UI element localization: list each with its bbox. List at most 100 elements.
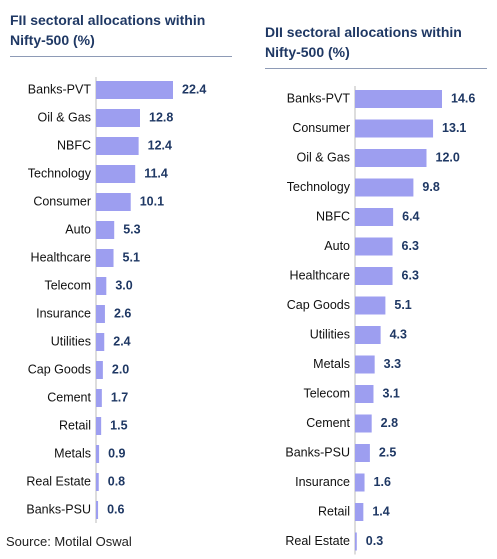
value-label: 3.3 [384,357,401,371]
bar [355,414,372,433]
value-label: 3.1 [382,386,399,400]
category-label: Auto [324,239,350,253]
bar [355,326,381,344]
category-label: NBFC [316,209,350,223]
category-label: Insurance [295,475,350,489]
bar [355,90,442,108]
bar [96,417,102,435]
value-label: 12.4 [148,138,172,152]
value-label: 6.4 [402,209,419,223]
category-label: Banks-PSU [26,502,91,516]
bar [355,444,370,462]
category-label: Oil & Gas [297,150,351,164]
category-label: Insurance [36,306,91,320]
value-label: 6.3 [402,239,419,253]
value-label: 12.0 [436,150,460,164]
bar [96,361,103,379]
bar [96,473,99,491]
value-label: 2.6 [114,306,131,320]
bar [355,355,375,374]
value-label: 14.6 [451,91,475,105]
bar [96,501,99,519]
bar [355,385,374,403]
value-label: 5.1 [123,250,140,264]
value-label: 22.4 [182,82,206,96]
category-label: Telecom [303,386,350,400]
category-label: Retail [59,418,91,432]
value-label: 0.9 [108,446,125,460]
bar [355,473,365,492]
bar [96,137,139,155]
value-label: 2.4 [113,334,130,348]
category-label: Banks-PVT [28,82,92,96]
category-label: Banks-PVT [287,91,351,105]
category-label: Cement [306,416,350,430]
source: Source: Motilal Oswal [6,534,132,549]
value-label: 6.3 [402,268,419,282]
bar [355,178,414,197]
value-label: 11.4 [144,166,168,180]
category-label: Metals [313,357,350,371]
category-label: Healthcare [31,250,91,264]
bar [96,193,131,211]
bar [96,445,100,463]
bar [355,149,427,167]
category-label: Consumer [292,121,350,135]
bar [355,532,357,551]
category-label: Cap Goods [28,362,91,376]
category-label: Consumer [33,194,91,208]
value-label: 1.5 [110,418,127,432]
bar [96,221,115,239]
bar [96,333,105,351]
value-label: 4.3 [390,327,407,341]
category-label: Real Estate [26,474,91,488]
value-label: 12.8 [149,110,173,124]
value-label: 1.7 [111,390,128,404]
category-label: Telecom [44,278,91,292]
value-label: 13.1 [442,121,466,135]
bar [355,267,393,285]
chart-title: FII sectoral allocations within Nifty-50… [10,10,232,57]
bar [96,389,102,407]
value-label: 1.6 [374,475,391,489]
category-label: Oil & Gas [38,110,92,124]
category-label: Cap Goods [287,298,350,312]
chart-title: DII sectoral allocations within Nifty-50… [265,22,487,69]
value-label: 0.3 [366,534,383,548]
value-label: 5.3 [123,222,140,236]
category-label: Cement [47,390,91,404]
category-label: Utilities [51,334,91,348]
bar [96,305,105,323]
value-label: 5.1 [394,298,411,312]
value-label: 3.0 [115,278,132,292]
bar [96,249,114,267]
value-label: 2.5 [379,445,396,459]
category-label: NBFC [57,138,91,152]
value-label: 0.8 [108,474,125,488]
category-label: Auto [65,222,91,236]
bar [355,296,386,315]
category-label: Banks-PSU [285,445,350,459]
category-label: Retail [318,504,350,518]
bar [355,237,393,256]
bar [355,208,394,226]
value-label: 1.4 [372,504,389,518]
bar [96,81,173,99]
bar [355,119,434,138]
bar [96,165,136,183]
category-label: Technology [287,180,351,194]
value-label: 10.1 [140,194,164,208]
category-label: Real Estate [285,534,350,548]
bar [96,277,107,295]
category-label: Healthcare [290,268,350,282]
value-label: 9.8 [422,180,439,194]
category-label: Utilities [310,327,350,341]
bar [355,503,364,521]
value-label: 2.0 [112,362,129,376]
value-label: 0.6 [107,502,124,516]
category-label: Technology [28,166,92,180]
bar [96,109,140,127]
value-label: 2.8 [381,416,398,430]
